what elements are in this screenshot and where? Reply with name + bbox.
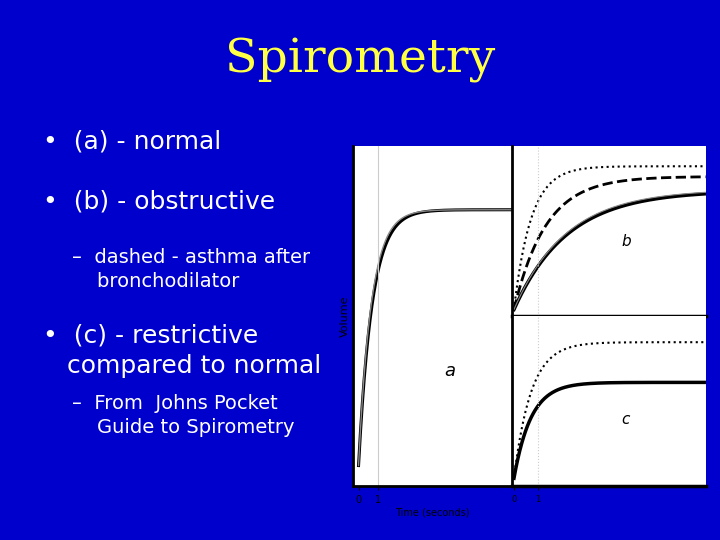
Text: •  (c) - restrictive
   compared to normal: • (c) - restrictive compared to normal <box>43 324 321 377</box>
Text: Spirometry: Spirometry <box>225 38 495 83</box>
Text: a: a <box>445 362 456 380</box>
Text: c: c <box>622 412 630 427</box>
Text: –  dashed - asthma after
    bronchodilator: – dashed - asthma after bronchodilator <box>72 248 310 291</box>
Text: •  (b) - obstructive: • (b) - obstructive <box>43 189 275 213</box>
Y-axis label: Volume: Volume <box>340 295 350 336</box>
X-axis label: Time (seconds): Time (seconds) <box>395 508 469 518</box>
Text: –  From  Johns Pocket
    Guide to Spirometry: – From Johns Pocket Guide to Spirometry <box>72 394 294 437</box>
Text: b: b <box>622 234 631 248</box>
Text: •  (a) - normal: • (a) - normal <box>43 130 222 153</box>
